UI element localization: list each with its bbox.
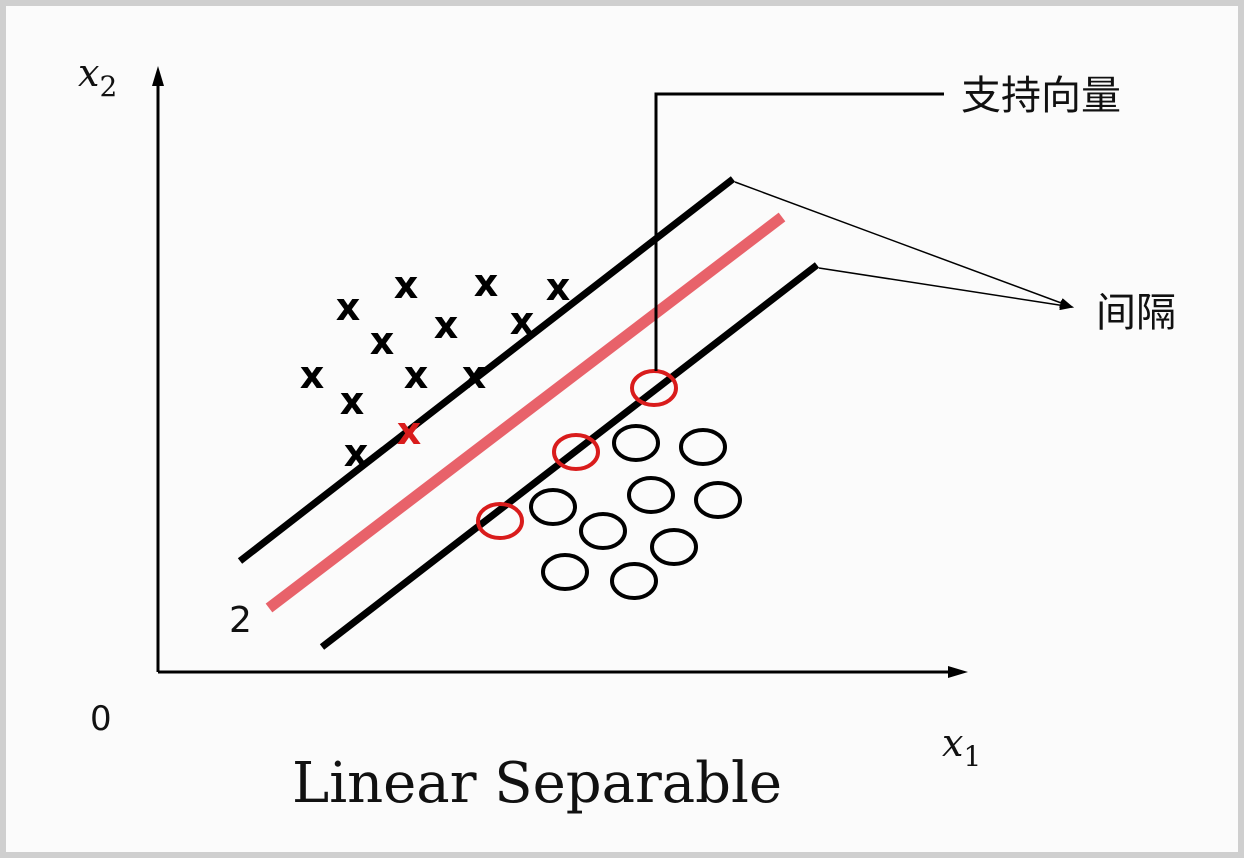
x-point: x (474, 261, 499, 305)
svm-diagram: x2 x1 0 2 x x x x x x x x x x x x x (78, 51, 1176, 816)
x-axis-arrow-icon (948, 666, 968, 678)
x-point: x (394, 263, 419, 307)
o-point (679, 428, 727, 466)
support-vector-label: 支持向量 (961, 73, 1121, 119)
o-point (627, 476, 675, 514)
o-support-vector (630, 369, 678, 407)
x-point: x (336, 285, 361, 329)
slide-frame: x2 x1 0 2 x x x x x x x x x x x x x (6, 6, 1238, 852)
x-point: x (546, 265, 571, 309)
margin-label: 间隔 (1096, 290, 1176, 336)
o-support-vector (552, 433, 600, 471)
support-vector-leader (654, 92, 944, 371)
margin-leader-upper (734, 181, 1074, 308)
diagram-caption: Linear Separable (292, 751, 782, 816)
o-point (650, 528, 698, 566)
origin-label: 0 (90, 699, 112, 739)
x-point: x (462, 353, 487, 397)
x-point: x (340, 379, 365, 423)
x-support-vector: x (397, 409, 422, 453)
x-point: x (434, 303, 459, 347)
y-axis-arrow-icon (152, 66, 164, 86)
class-x-points: x x x x x x x x x x x x x (300, 261, 571, 475)
x-point: x (370, 319, 395, 363)
x-point: x (510, 299, 535, 343)
o-point (529, 488, 577, 526)
o-point (610, 562, 658, 600)
lower-margin-line (319, 262, 820, 650)
x-point: x (344, 431, 369, 475)
o-point (579, 512, 627, 550)
o-point (612, 424, 660, 462)
separating-hyperplane (265, 212, 786, 613)
y-axis-label: x2 (78, 51, 117, 103)
line-number-label: 2 (229, 600, 252, 641)
o-point (541, 553, 589, 591)
o-support-vector (476, 502, 524, 540)
x-axis-label: x1 (942, 721, 981, 773)
x-point: x (300, 353, 325, 397)
class-o-points (476, 369, 742, 600)
axes (152, 66, 968, 678)
o-point (694, 481, 742, 519)
upper-margin-line (237, 176, 736, 564)
margin-leader-lower (818, 267, 1074, 311)
x-point: x (404, 353, 429, 397)
